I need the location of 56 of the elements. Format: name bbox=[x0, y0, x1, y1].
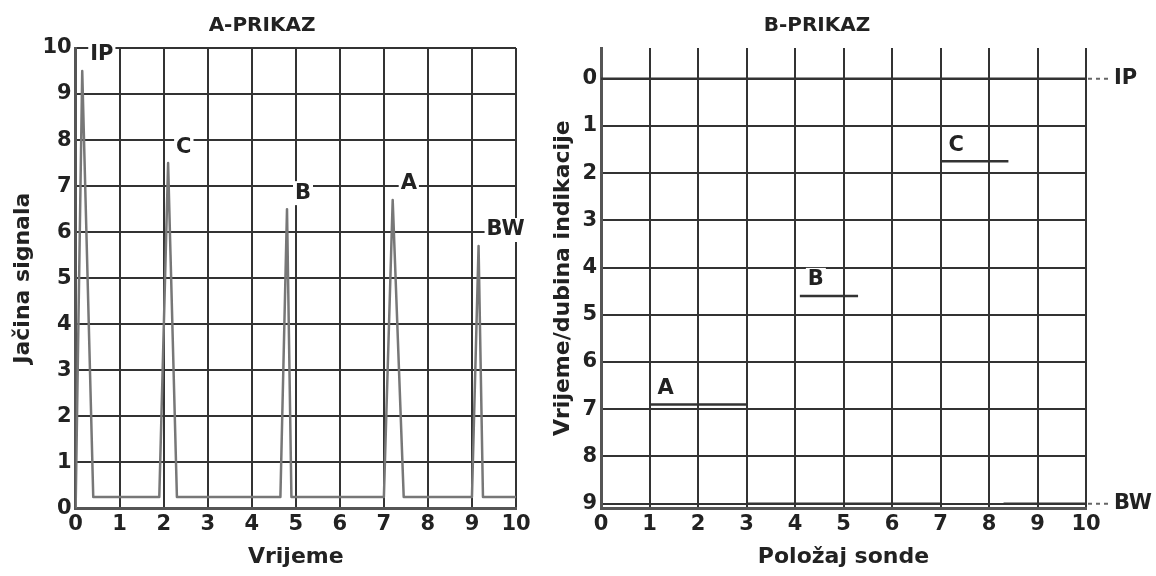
chart-title: B-PRIKAZ bbox=[763, 12, 871, 37]
y-tick-label: 9 bbox=[582, 490, 598, 515]
annotation: BW bbox=[1114, 490, 1153, 515]
y-tick-label: 6 bbox=[582, 348, 598, 373]
annotation: C bbox=[948, 131, 964, 156]
x-tick-label: 3 bbox=[200, 511, 216, 536]
y-tick-label: 4 bbox=[57, 310, 72, 335]
y-tick-label: 7 bbox=[582, 395, 598, 420]
y-tick-label: 1 bbox=[582, 112, 598, 137]
x-tick-label: 6 bbox=[332, 511, 348, 536]
annotation: BW bbox=[486, 216, 525, 241]
y-tick-label: 5 bbox=[582, 301, 598, 326]
y-tick-label: 0 bbox=[582, 65, 598, 90]
x-tick-label: 3 bbox=[739, 511, 754, 536]
y-tick-label: 10 bbox=[42, 34, 72, 59]
x-tick-label: 7 bbox=[933, 511, 948, 536]
y-axis-title: Vrijeme/dubina indikacije bbox=[548, 120, 574, 437]
y-tick-label: 5 bbox=[57, 264, 72, 289]
y-tick-label: 7 bbox=[57, 172, 72, 197]
annotation: B bbox=[807, 266, 824, 291]
annotation: A bbox=[400, 170, 418, 195]
x-tick-label: 4 bbox=[244, 511, 260, 536]
x-tick-label: 9 bbox=[464, 511, 480, 536]
x-axis-title: Položaj sonde bbox=[757, 542, 930, 568]
x-tick-label: 1 bbox=[112, 511, 127, 536]
x-tick-label: 2 bbox=[690, 511, 706, 536]
x-tick-label: 6 bbox=[884, 511, 900, 536]
y-tick-label: 8 bbox=[582, 442, 598, 467]
annotation: A bbox=[657, 374, 675, 399]
x-tick-label: 2 bbox=[156, 511, 172, 536]
x-tick-label: 8 bbox=[981, 511, 997, 536]
x-tick-label: 5 bbox=[836, 511, 851, 536]
x-tick-label: 5 bbox=[288, 511, 304, 536]
y-tick-label: 6 bbox=[57, 218, 72, 243]
y-tick-label: 2 bbox=[582, 159, 598, 184]
y-tick-label: 8 bbox=[57, 126, 72, 151]
x-tick-label: 7 bbox=[376, 511, 392, 536]
y-tick-label: 9 bbox=[57, 80, 72, 105]
chart-title: A-PRIKAZ bbox=[208, 12, 316, 37]
annotation: C bbox=[176, 133, 192, 158]
annotation: IP bbox=[1114, 65, 1138, 90]
x-tick-label: 10 bbox=[501, 511, 531, 536]
y-axis-title: Jačina signala bbox=[8, 192, 34, 366]
x-tick-label: 8 bbox=[420, 511, 436, 536]
x-tick-label: 4 bbox=[787, 511, 803, 536]
x-tick-label: 9 bbox=[1030, 511, 1045, 536]
x-tick-label: 10 bbox=[1071, 511, 1101, 536]
y-tick-label: 2 bbox=[57, 402, 72, 427]
annotation: IP bbox=[90, 41, 114, 66]
y-tick-label: 3 bbox=[57, 356, 72, 381]
annotation: B bbox=[295, 179, 312, 204]
x-tick-label: 1 bbox=[642, 511, 657, 536]
y-tick-label: 1 bbox=[57, 448, 72, 473]
y-tick-label: 4 bbox=[582, 254, 598, 279]
y-tick-label: 3 bbox=[582, 206, 598, 231]
x-axis-title: Vrijeme bbox=[247, 542, 344, 568]
